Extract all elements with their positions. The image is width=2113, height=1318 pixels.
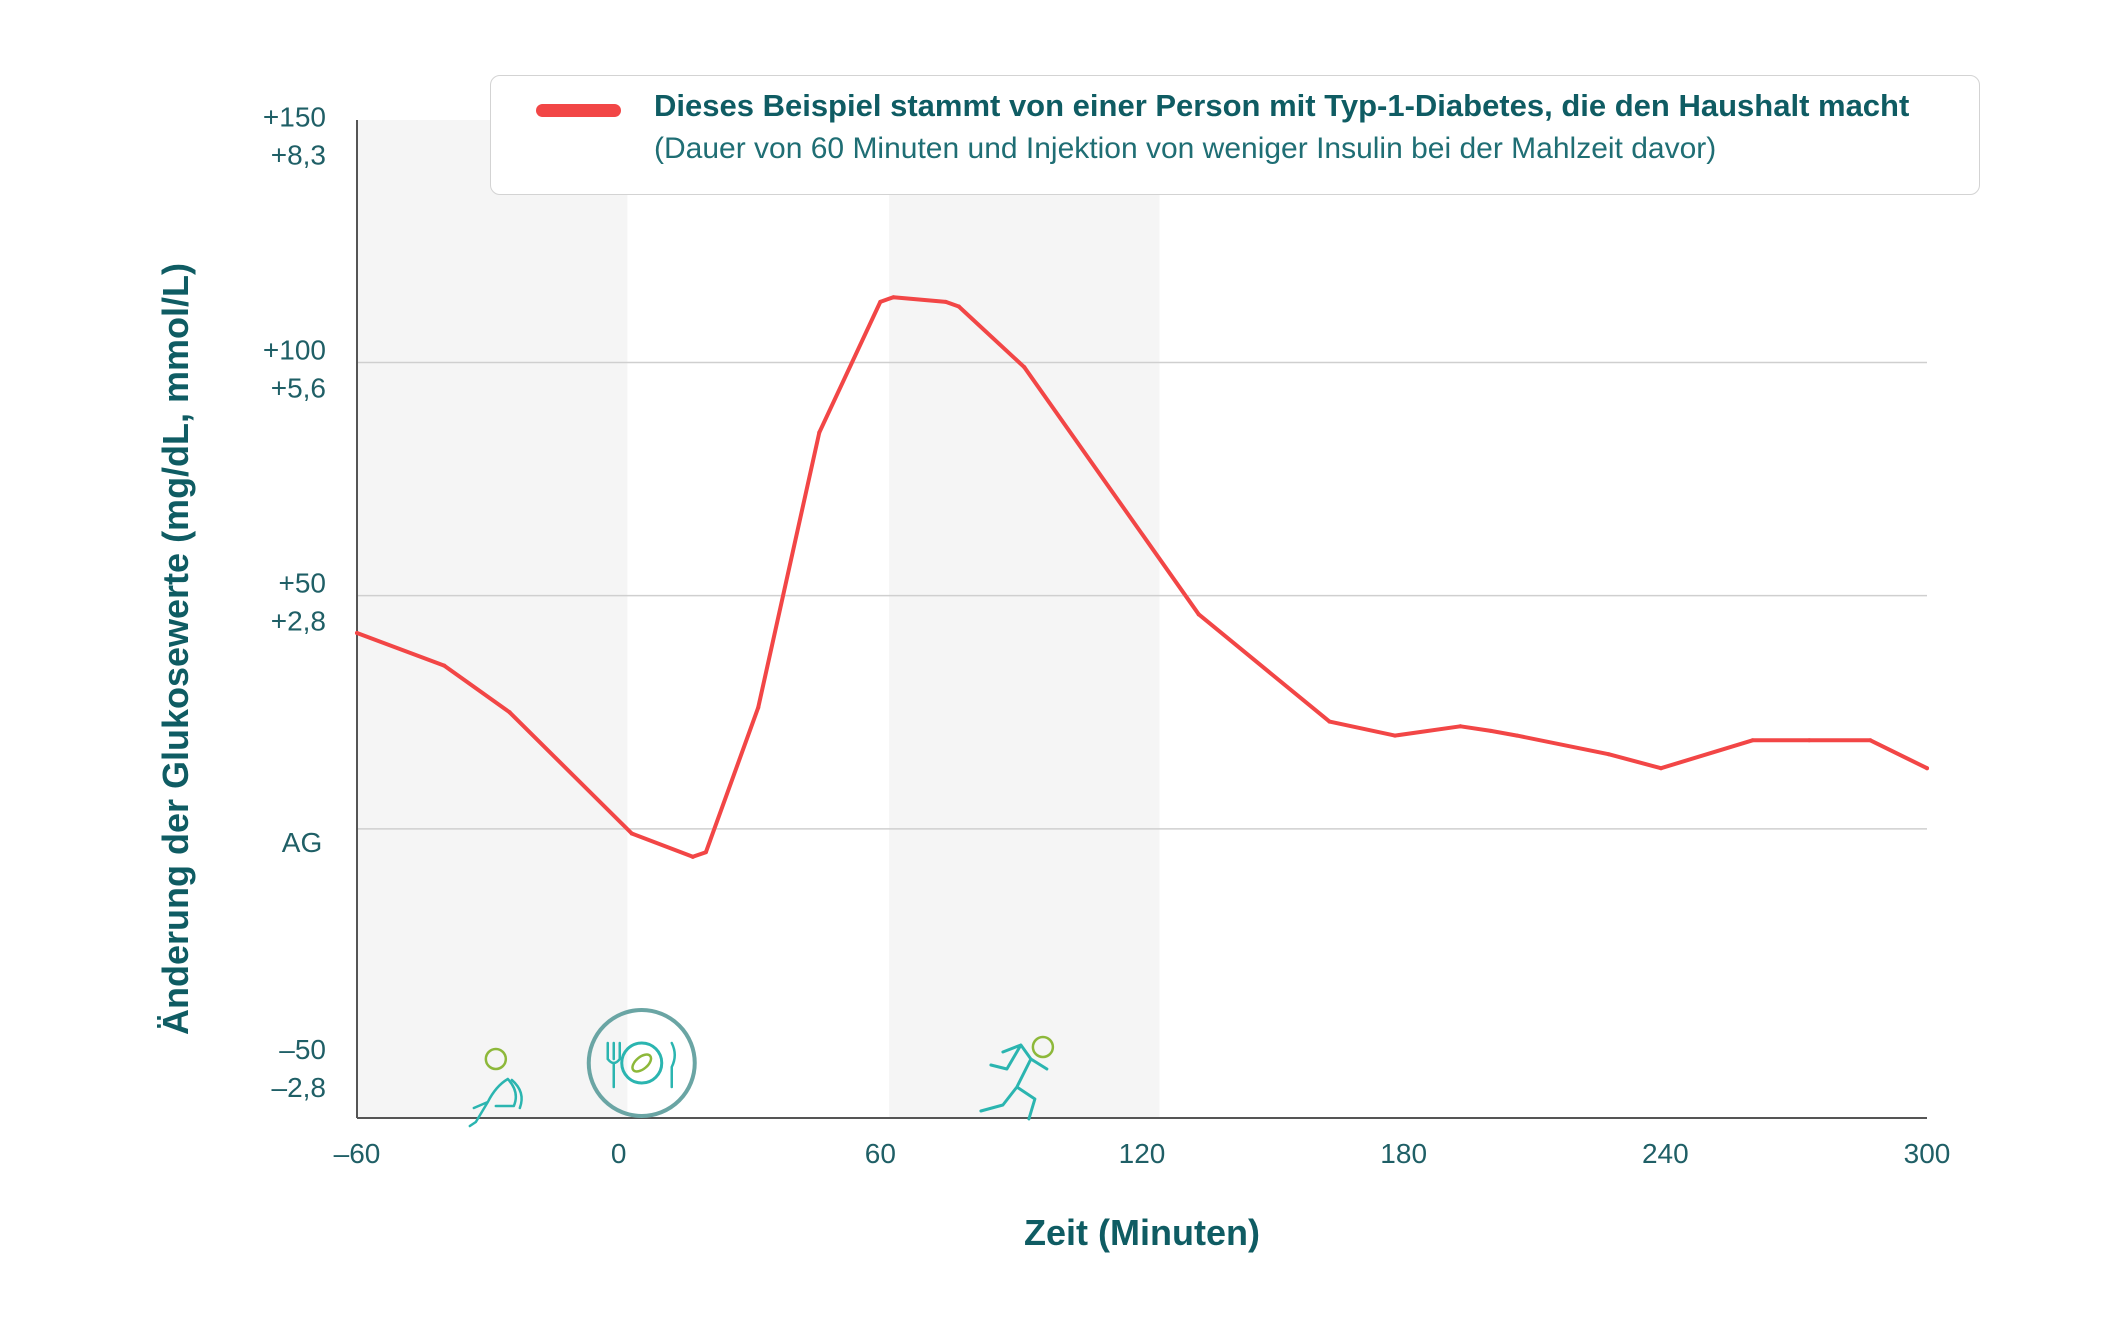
series-point <box>1196 612 1201 617</box>
y-tick-label-mgdl: +150 <box>263 101 326 132</box>
series-point <box>1807 738 1812 743</box>
legend-title: Dieses Beispiel stammt von einer Person … <box>654 88 1910 123</box>
y-tick-label-mgdl: +50 <box>279 568 327 599</box>
gridlines <box>357 361 1927 830</box>
legend-subtitle: (Dauer von 60 Minuten und Injektion von … <box>654 132 1717 165</box>
series-point <box>891 295 896 300</box>
series-point <box>1868 738 1873 743</box>
y-tick-label-mgdl: +100 <box>263 335 326 366</box>
series-points <box>355 295 1929 859</box>
y-tick-label-mgdl: –50 <box>279 1034 326 1065</box>
series-point <box>1022 365 1027 370</box>
series-point <box>878 299 883 304</box>
shaded-regions <box>357 120 1160 1118</box>
x-tick-label: 240 <box>1642 1138 1689 1169</box>
series-point <box>1488 728 1493 733</box>
y-axis-title: Änderung der Glukosewerte (mg/dL, mmol/L… <box>155 263 196 1035</box>
y-tick-label-mmol: –2,8 <box>272 1072 327 1103</box>
y-tick-label: AG <box>282 827 322 858</box>
series-point <box>817 430 822 435</box>
series-point <box>690 854 695 859</box>
x-tick-label: 60 <box>865 1138 896 1169</box>
y-tick-label-mmol: +5,6 <box>271 373 326 404</box>
series-point <box>629 831 634 836</box>
series-point <box>1750 738 1755 743</box>
x-tick-label: –60 <box>334 1138 381 1169</box>
legend: Dieses Beispiel stammt von einer Person … <box>490 75 1980 195</box>
y-tick-label-mmol: +8,3 <box>271 139 326 170</box>
x-tick-label: 120 <box>1119 1138 1166 1169</box>
x-axis-title: Zeit (Minuten) <box>1024 1212 1260 1253</box>
series-point <box>1392 733 1397 738</box>
y-tick-labels: +150 +8,3 +100 +5,6 +50 +2,8 AG –50 –2,8 <box>263 101 326 1103</box>
series-point <box>1658 766 1663 771</box>
x-tick-label: 0 <box>611 1138 627 1169</box>
series-point <box>1925 766 1929 771</box>
series-point <box>355 630 359 635</box>
meal-plate-icon <box>586 1008 697 1118</box>
series-point <box>943 299 948 304</box>
series-point <box>1606 752 1611 757</box>
x-tick-label: 180 <box>1380 1138 1427 1169</box>
shaded-region-1 <box>889 120 1160 1118</box>
running-person-icon <box>979 1035 1055 1121</box>
series-point <box>442 663 447 668</box>
series-point <box>703 850 708 855</box>
x-tick-label: 300 <box>1904 1138 1951 1169</box>
series-point <box>507 710 512 715</box>
shaded-region-0 <box>357 120 628 1118</box>
series-point <box>1515 733 1520 738</box>
x-tick-labels: –60 0 60 120 180 240 300 <box>334 1138 1951 1169</box>
series-point <box>1458 724 1463 729</box>
legend-swatch <box>536 104 621 117</box>
series-point <box>756 705 761 710</box>
series-point <box>956 304 961 309</box>
y-tick-label-mmol: +2,8 <box>271 606 326 637</box>
series-point <box>1327 719 1332 724</box>
sitting-person-icon <box>468 1047 523 1128</box>
